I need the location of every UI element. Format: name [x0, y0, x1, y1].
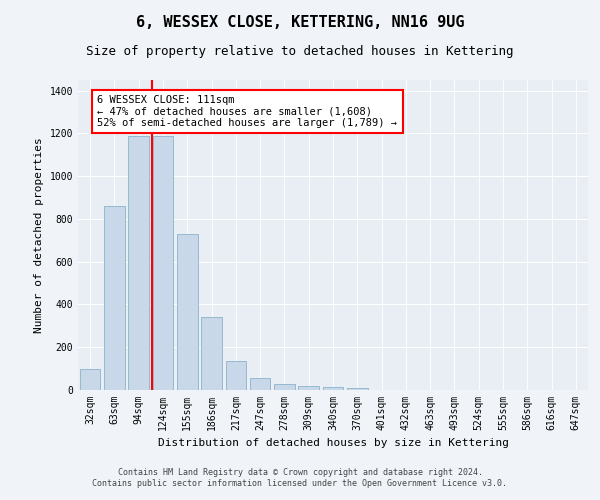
- Y-axis label: Number of detached properties: Number of detached properties: [34, 137, 44, 333]
- Bar: [347, 388, 368, 390]
- Bar: [323, 387, 343, 390]
- Text: 6, WESSEX CLOSE, KETTERING, NN16 9UG: 6, WESSEX CLOSE, KETTERING, NN16 9UG: [136, 15, 464, 30]
- Bar: [152, 136, 173, 390]
- Text: Contains HM Land Registry data © Crown copyright and database right 2024.
Contai: Contains HM Land Registry data © Crown c…: [92, 468, 508, 487]
- X-axis label: Distribution of detached houses by size in Kettering: Distribution of detached houses by size …: [157, 438, 509, 448]
- Bar: [128, 136, 149, 390]
- Bar: [104, 206, 125, 390]
- Bar: [177, 234, 197, 390]
- Bar: [274, 384, 295, 390]
- Bar: [298, 386, 319, 390]
- Bar: [80, 368, 100, 390]
- Text: Size of property relative to detached houses in Kettering: Size of property relative to detached ho…: [86, 45, 514, 58]
- Bar: [226, 361, 246, 390]
- Bar: [201, 318, 222, 390]
- Text: 6 WESSEX CLOSE: 111sqm
← 47% of detached houses are smaller (1,608)
52% of semi-: 6 WESSEX CLOSE: 111sqm ← 47% of detached…: [97, 95, 397, 128]
- Bar: [250, 378, 271, 390]
